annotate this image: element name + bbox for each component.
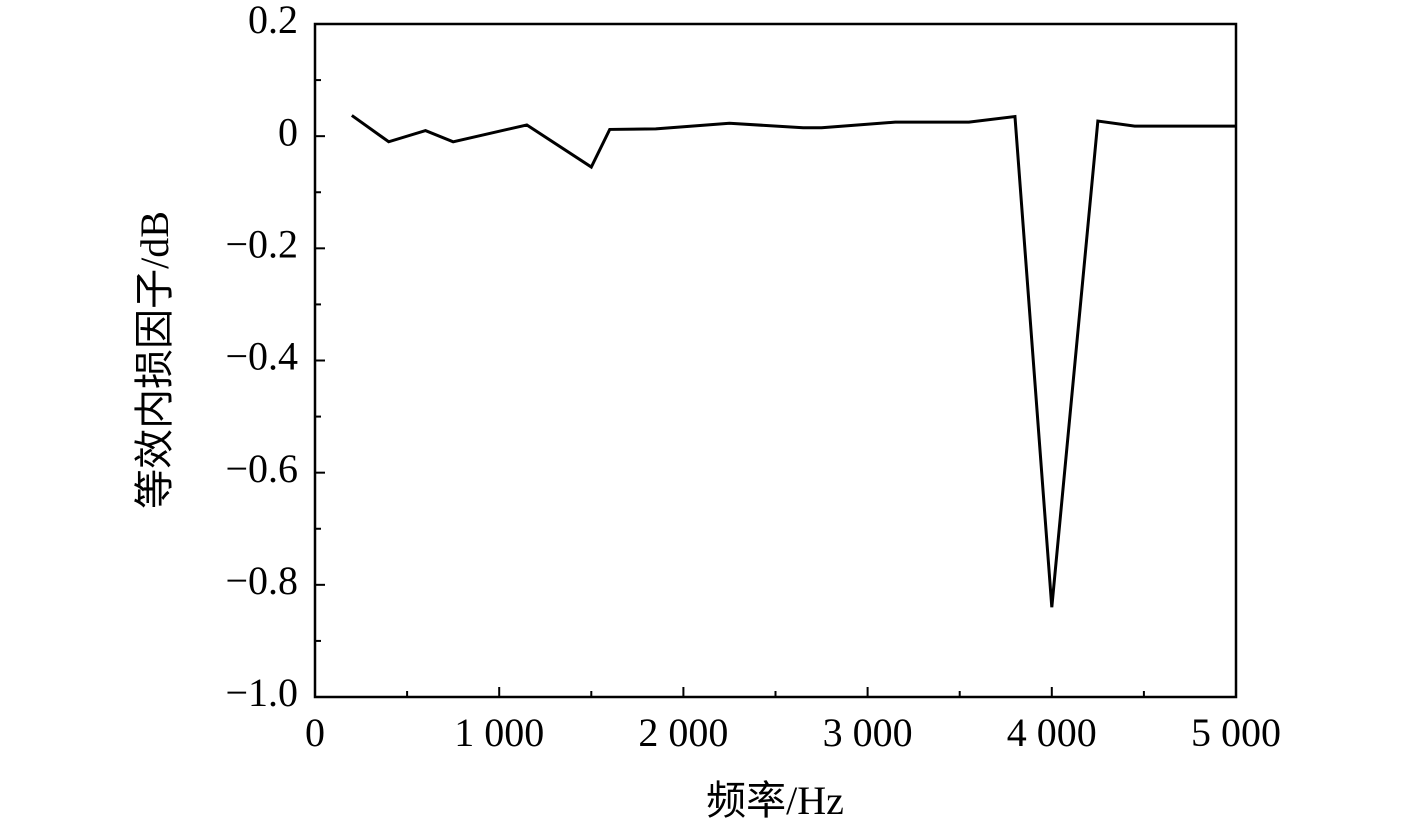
y-tick-label: −0.8: [225, 558, 298, 603]
x-tick-label: 2 000: [638, 710, 728, 755]
data-line: [350, 114, 1236, 608]
y-tick-label: −0.6: [225, 446, 298, 491]
y-tick-label: −1.0: [225, 670, 298, 715]
x-tick-label: 5 000: [1191, 710, 1281, 755]
x-tick-label: 3 000: [823, 710, 913, 755]
y-axis-label: 等效内损因子/dB: [132, 211, 177, 509]
y-tick-label: 0.2: [248, 0, 298, 42]
y-tick-label: −0.2: [225, 222, 298, 267]
x-tick-label: 1 000: [454, 710, 544, 755]
x-tick-label: 0: [305, 710, 325, 755]
x-axis-label: 频率/Hz: [706, 778, 844, 823]
y-tick-label: −0.4: [225, 334, 298, 379]
x-tick-label: 4 000: [1007, 710, 1097, 755]
y-tick-label: 0: [278, 109, 298, 154]
